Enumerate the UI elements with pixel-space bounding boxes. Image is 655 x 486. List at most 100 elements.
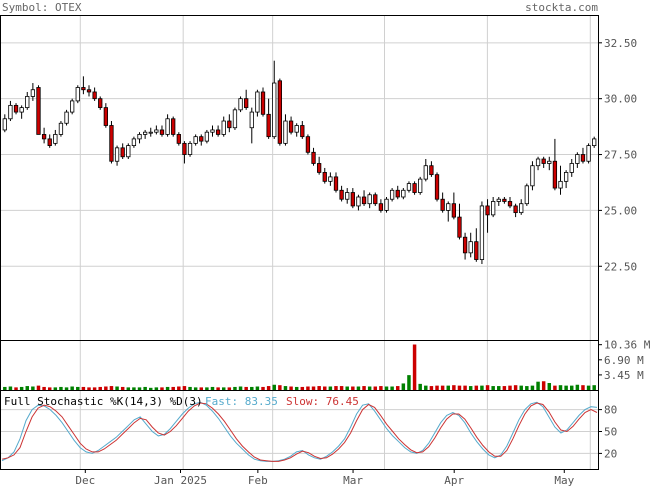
volume-bar xyxy=(250,386,254,390)
volume-bar xyxy=(59,386,63,390)
candle-body xyxy=(541,158,546,164)
candle-body xyxy=(165,118,170,135)
volume-bar xyxy=(384,386,389,390)
candle-body xyxy=(215,129,221,135)
slow-label: Slow: 76.45 xyxy=(286,395,359,408)
volume-bar xyxy=(457,385,462,390)
volume-bar xyxy=(300,386,305,390)
stochastic-lines xyxy=(1,401,598,462)
slow-line xyxy=(1,402,598,462)
candle-body xyxy=(244,98,249,109)
volume-bar xyxy=(485,385,490,390)
volume-bar xyxy=(289,386,293,390)
x-tick-label: May xyxy=(554,474,574,486)
volume-bar xyxy=(474,385,479,390)
candle-body xyxy=(92,91,97,100)
candle-body xyxy=(345,192,350,200)
candle-body xyxy=(305,136,311,153)
volume-bar xyxy=(418,383,422,390)
volume-bar xyxy=(497,386,501,390)
candle-body xyxy=(519,203,524,214)
candle-body xyxy=(457,216,462,238)
volume-bar xyxy=(261,386,265,390)
candle-body xyxy=(204,131,210,142)
candle-body xyxy=(148,131,153,134)
stochastic-tick-label: 80 xyxy=(604,404,617,417)
candle-body xyxy=(496,198,501,202)
volume-bar xyxy=(424,385,428,390)
candle-body xyxy=(328,176,333,182)
volume-bar xyxy=(210,386,215,390)
stochastic-grid xyxy=(1,391,598,469)
volume-tick-label: 10.36 M xyxy=(604,339,651,352)
volume-bar xyxy=(221,387,226,390)
candle-body xyxy=(182,142,187,155)
candle-body xyxy=(13,104,19,113)
volume-bar xyxy=(452,385,456,390)
volume-bar xyxy=(435,385,439,390)
volume-bar xyxy=(367,386,372,390)
volume-bar xyxy=(311,386,316,390)
volume-bar xyxy=(547,383,552,390)
volume-bar xyxy=(266,386,271,390)
volume-bar xyxy=(81,386,86,390)
price-panel xyxy=(0,15,599,341)
candle-body xyxy=(70,100,75,113)
candle-body xyxy=(171,118,176,135)
volume-bar xyxy=(581,385,585,390)
candle-body xyxy=(440,198,445,211)
volume-bar xyxy=(120,386,125,390)
volume-bar xyxy=(362,386,366,390)
candle-body xyxy=(547,160,552,164)
volume-bar xyxy=(188,386,192,390)
volume-bar xyxy=(8,386,13,390)
volume-bar xyxy=(14,387,18,390)
volume-bar xyxy=(199,387,204,390)
candle-body xyxy=(120,147,125,158)
volume-bar xyxy=(328,386,333,390)
candle-body xyxy=(491,201,496,216)
candle-body xyxy=(227,120,232,129)
volume-bar xyxy=(87,387,91,390)
volume-bar xyxy=(31,386,35,390)
price-grid xyxy=(1,16,598,340)
volume-bar xyxy=(586,385,591,390)
volume-bar xyxy=(570,385,574,390)
volume-bar xyxy=(283,386,288,390)
volume-bar xyxy=(525,386,529,390)
candle-body xyxy=(2,118,7,131)
candle-body xyxy=(41,134,47,140)
x-tick-label: Dec xyxy=(75,474,95,486)
volume-bar xyxy=(177,386,181,390)
volume-axis-ticks: 10.36 M 6.90 M 3.45 M xyxy=(598,339,651,382)
volume-panel xyxy=(0,340,599,391)
price-tick-label: 25.00 xyxy=(604,204,637,217)
candle-body xyxy=(446,203,451,211)
candle-body xyxy=(199,136,204,142)
price-tick-label: 22.50 xyxy=(604,260,637,273)
volume-bar xyxy=(272,384,276,390)
candle-body xyxy=(58,122,64,135)
volume-bar xyxy=(351,386,355,390)
volume-bar xyxy=(70,386,74,390)
volume-bar xyxy=(480,385,484,390)
candle-body xyxy=(406,183,412,191)
volume-bar xyxy=(530,385,535,390)
volume-bar xyxy=(334,386,338,390)
candle-body xyxy=(81,87,86,91)
candle-body xyxy=(294,125,299,133)
symbol-label: Symbol: OTEX xyxy=(2,1,82,14)
candle-body xyxy=(434,174,440,200)
volume-bar xyxy=(491,386,495,390)
candle-body xyxy=(356,196,361,207)
volume-bar xyxy=(345,386,349,390)
candle-body xyxy=(142,131,148,135)
candle-body xyxy=(412,183,417,193)
volume-bar xyxy=(317,386,321,390)
volume-bar xyxy=(255,386,260,390)
volume-bar xyxy=(165,386,170,390)
volume-bar xyxy=(227,387,232,390)
candle-body xyxy=(575,154,580,164)
volume-bar xyxy=(592,385,596,390)
volume-grid xyxy=(79,341,591,390)
